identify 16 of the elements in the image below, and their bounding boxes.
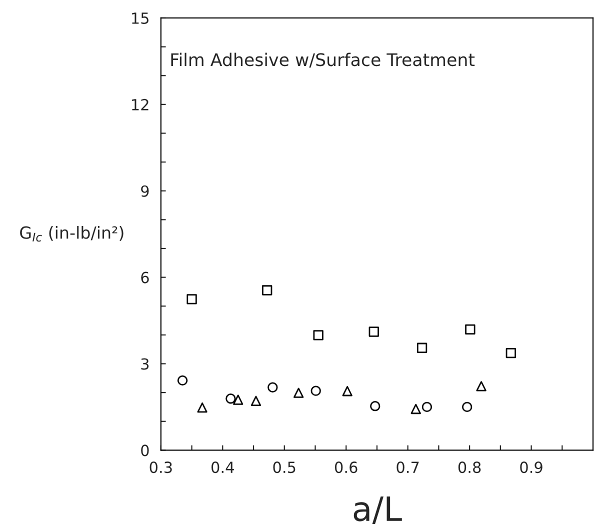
x-axis-title: a/L <box>354 496 402 524</box>
x-tick-label: 0.5 <box>273 462 296 474</box>
y-tick-label: 0 <box>141 444 149 456</box>
y-tick-label: 15 <box>132 12 148 24</box>
x-tick-label: 0.3 <box>150 462 172 474</box>
x-tick-label: 0.6 <box>334 462 358 474</box>
y-axis-title: G$_{Ic}$ (in-lb/in²) <box>20 226 124 242</box>
y-tick-label: 12 <box>132 98 148 110</box>
x-tick-label: 0.9 <box>520 462 542 474</box>
y-tick-label: 9 <box>141 185 149 197</box>
x-tick-label: 0.7 <box>396 462 419 474</box>
x-tick-label: 0.8 <box>458 462 481 474</box>
annotation: Film Adhesive w/Surface Treatment <box>171 52 475 68</box>
y-tick-label: 6 <box>141 272 149 284</box>
x-tick-label: 0.4 <box>212 462 234 474</box>
y-tick-label: 3 <box>141 358 149 370</box>
